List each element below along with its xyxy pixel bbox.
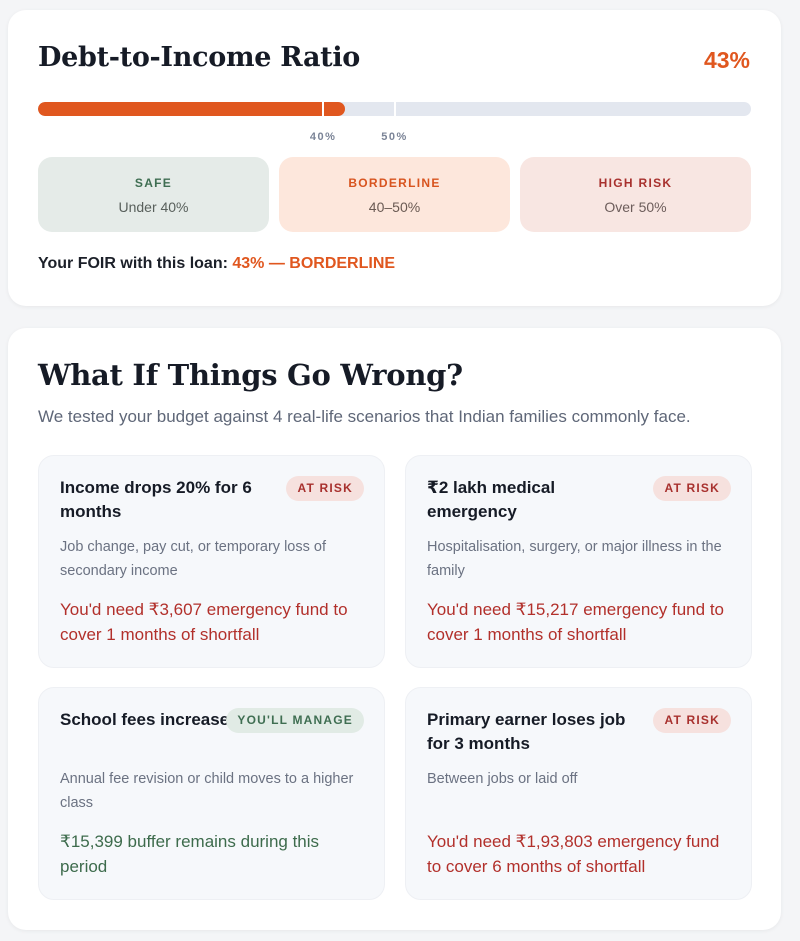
zone-safe: SAFE Under 40%	[38, 157, 269, 232]
scenario-title: Income drops 20% for 6 months	[60, 478, 252, 521]
zone-high-risk-range: Over 50%	[604, 199, 667, 215]
scenario-result: You'd need ₹15,217 emergency fund to cov…	[427, 600, 724, 644]
dti-title: Debt-to-Income Ratio	[38, 42, 360, 73]
status-badge: AT RISK	[653, 476, 731, 501]
foir-value: 43% — BORDERLINE	[232, 255, 396, 272]
zone-high-risk-title: HIGH RISK	[598, 176, 673, 190]
scenario-card-school-fees: School fees increase 30% YOU'LL MANAGE A…	[38, 687, 385, 900]
zone-borderline-title: BORDERLINE	[348, 176, 441, 190]
scenario-description: Between jobs or laid off	[427, 771, 578, 787]
scenario-title: ₹2 lakh medical emergency	[427, 478, 556, 521]
foir-label: Your FOIR with this loan:	[38, 255, 233, 272]
zone-safe-range: Under 40%	[118, 199, 189, 215]
scenarios-subtitle: We tested your budget against 4 real-lif…	[38, 407, 691, 426]
stress-test-card: What If Things Go Wrong? We tested your …	[8, 328, 781, 930]
scenario-card-income-drop: Income drops 20% for 6 months AT RISK Jo…	[38, 455, 385, 668]
scenario-result: You'd need ₹1,93,803 emergency fund to c…	[427, 832, 720, 876]
marker-label-50: 50%	[381, 131, 408, 143]
marker-label-40: 40%	[309, 131, 337, 143]
status-badge: YOU'LL MANAGE	[226, 708, 364, 733]
zone-safe-title: SAFE	[134, 176, 173, 190]
scenario-description: Annual fee revision or child moves to a …	[60, 771, 354, 811]
dti-progress-bar	[38, 102, 751, 116]
status-badge: AT RISK	[653, 708, 731, 733]
debt-to-income-card: Debt-to-Income Ratio 43% 40% 50% SAFE Un…	[8, 10, 781, 306]
scenario-title: Primary earner loses job for 3 months	[427, 710, 626, 753]
dti-progress-fill	[38, 102, 345, 116]
dti-value: 43%	[703, 47, 750, 73]
scenario-card-medical-emergency: ₹2 lakh medical emergency AT RISK Hospit…	[405, 455, 752, 668]
scenario-card-job-loss: Primary earner loses job for 3 months AT…	[405, 687, 752, 900]
zone-high-risk: HIGH RISK Over 50%	[520, 157, 751, 232]
scenario-result: You'd need ₹3,607 emergency fund to cove…	[60, 600, 348, 644]
zone-borderline: BORDERLINE 40–50%	[279, 157, 510, 232]
scenario-description: Job change, pay cut, or temporary loss o…	[60, 539, 326, 579]
scenarios-title: What If Things Go Wrong?	[38, 358, 463, 392]
scenario-title: School fees increase 30%	[60, 710, 268, 729]
scenario-result: ₹15,399 buffer remains during this perio…	[60, 832, 320, 876]
foir-summary: Your FOIR with this loan: 43% — BORDERLI…	[38, 255, 395, 273]
status-badge: AT RISK	[286, 476, 364, 501]
marker-40	[322, 102, 325, 116]
scenario-description: Hospitalisation, surgery, or major illne…	[427, 539, 722, 579]
marker-50	[393, 102, 396, 116]
zone-borderline-range: 40–50%	[368, 199, 421, 215]
